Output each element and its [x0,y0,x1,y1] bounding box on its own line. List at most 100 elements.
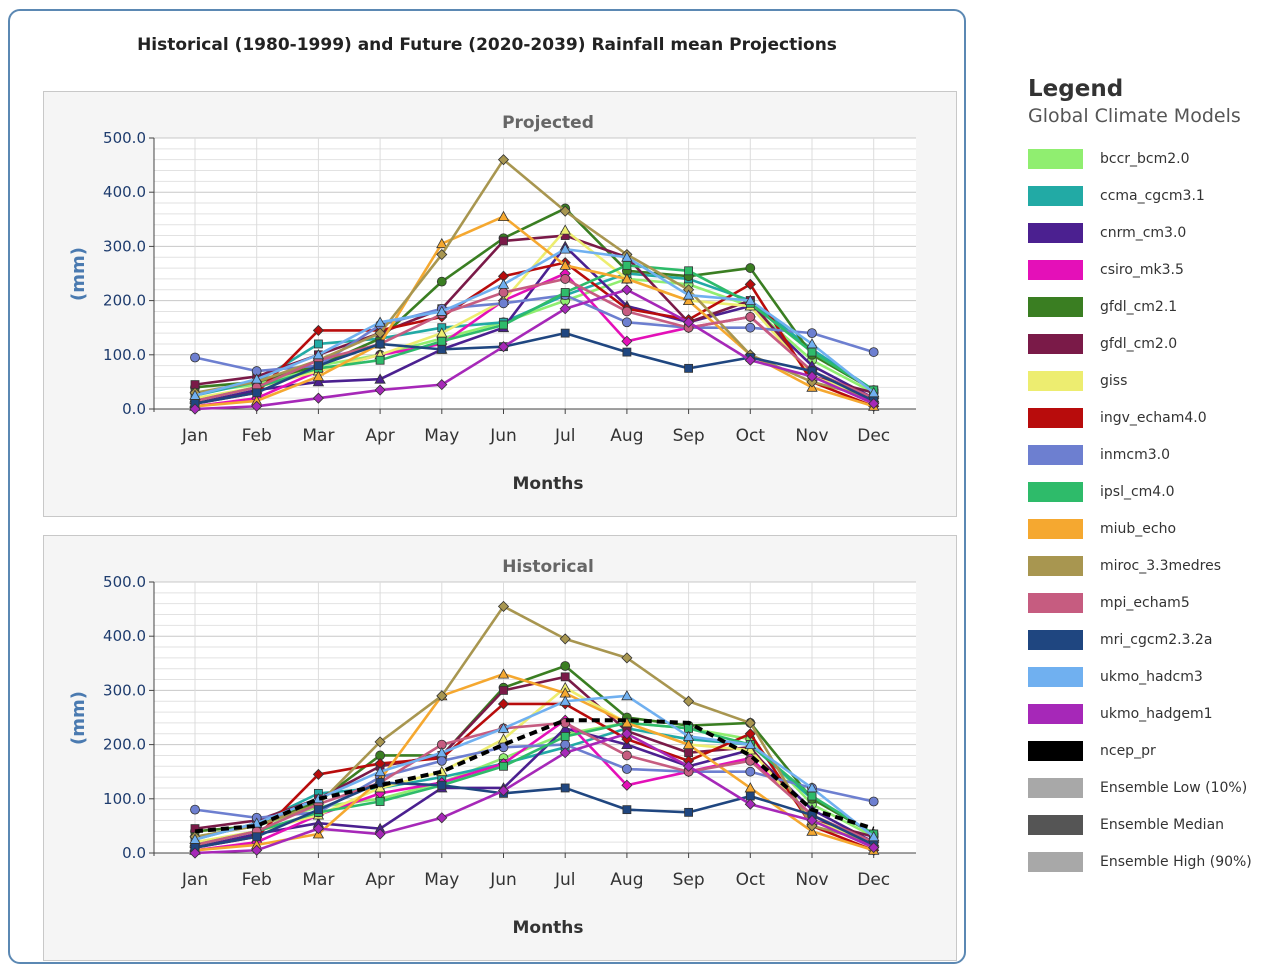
legend-label: Ensemble High (90%) [1100,853,1252,870]
data-point [806,370,818,383]
legend-item: ncep_pr [1028,732,1276,769]
data-point [684,266,693,276]
x-tick-label: Jul [554,426,576,446]
data-point [375,339,385,349]
data-point [374,736,386,748]
series-line [194,721,875,847]
series-line [194,732,875,855]
x-tick-label: Jun [489,870,517,890]
data-point [437,780,447,790]
legend-item: ukmo_hadcm3 [1028,658,1276,695]
data-point [745,311,756,322]
legend-swatch [1028,481,1083,502]
data-point [497,668,510,679]
legend-item: inmcm3.0 [1028,436,1276,473]
data-point [497,210,510,221]
legend-swatch [1028,259,1083,280]
legend-item: ingv_echam4.0 [1028,399,1276,436]
data-point [745,766,756,777]
data-point [374,384,386,396]
legend-swatch [1028,148,1083,169]
legend-swatch [1028,777,1083,798]
data-point [312,370,325,381]
series-ukmo_hadgem1 [189,284,880,415]
y-tick-label: 300.0 [103,237,146,255]
legend-swatch [1028,703,1083,724]
legend-item: ipsl_cm4.0 [1028,473,1276,510]
data-point [622,805,632,815]
series-line [194,277,875,403]
legend-item: mpi_echam5 [1028,584,1276,621]
series-ukmo_hadcm3 [189,243,880,400]
data-point [436,812,448,824]
x-tick-label: Sep [673,870,705,890]
data-point [744,728,756,740]
data-point [499,236,508,246]
data-point [621,273,633,284]
x-tick-label: Jul [554,870,576,890]
legend-swatch [1028,851,1083,872]
legend-label: ncep_pr [1100,742,1156,759]
data-point [868,386,880,398]
x-tick-label: Mar [302,426,334,446]
data-point [312,376,325,387]
legend-item: ccma_cgcm3.1 [1028,177,1276,214]
legend-label: giss [1100,372,1128,389]
legend-items: bccr_bcm2.0 ccma_cgcm3.1 cnrm_cm3.0 csiro_m… [1028,140,1276,880]
data-point [622,317,632,328]
data-point [498,298,509,309]
subchart-title: Projected [502,113,594,133]
y-tick-label: 200.0 [103,736,146,754]
data-point [682,289,695,300]
data-point [621,652,633,664]
data-point [436,237,448,249]
data-point [497,341,510,353]
legend-swatch [1028,740,1083,761]
data-point [868,347,879,357]
data-point [559,259,571,270]
data-point [252,388,262,398]
data-point [312,392,324,404]
x-axis-label: Months [512,918,583,938]
series-line [194,718,875,834]
series-ncep_pr [194,718,875,834]
data-point [621,728,633,740]
x-tick-label: Dec [857,426,890,446]
data-point [436,305,448,316]
data-point [436,690,448,702]
y-axis-label: (mm) [68,247,89,301]
data-point [559,205,571,217]
legend-label: ukmo_hadcm3 [1100,668,1203,685]
data-point [437,344,447,354]
data-point [313,339,323,349]
data-point [436,248,448,261]
data-point [560,783,570,793]
legend-label: bccr_bcm2.0 [1100,150,1190,167]
legend-item: ukmo_hadgem1 [1028,695,1276,732]
data-point [621,689,633,701]
data-point [312,324,324,336]
x-tick-label: Feb [242,870,272,890]
legend-label: inmcm3.0 [1100,446,1170,463]
legend-item: gfdl_cm2.0 [1028,325,1276,362]
legend-label: ipsl_cm4.0 [1100,483,1175,500]
legend-item: cnrm_cm3.0 [1028,214,1276,251]
series-line [194,261,875,408]
x-tick-label: Apr [365,870,394,890]
data-point [436,276,447,287]
legend-label: csiro_mk3.5 [1100,261,1184,278]
data-point [560,328,570,338]
data-point [868,830,880,842]
data-point [621,779,633,791]
data-point [622,764,632,774]
data-point [745,322,756,333]
series-line [194,293,875,373]
data-point [622,347,632,357]
data-point [436,746,448,758]
data-point [559,303,571,315]
legend-label: mri_cgcm2.3.2a [1100,631,1213,648]
data-point [559,243,571,254]
data-point [313,361,323,371]
projected-panel: 0.0 100.0 200.0 300.0 400.0 500.0 Jan Feb Mar Apr… [43,91,957,517]
data-point [436,379,448,391]
